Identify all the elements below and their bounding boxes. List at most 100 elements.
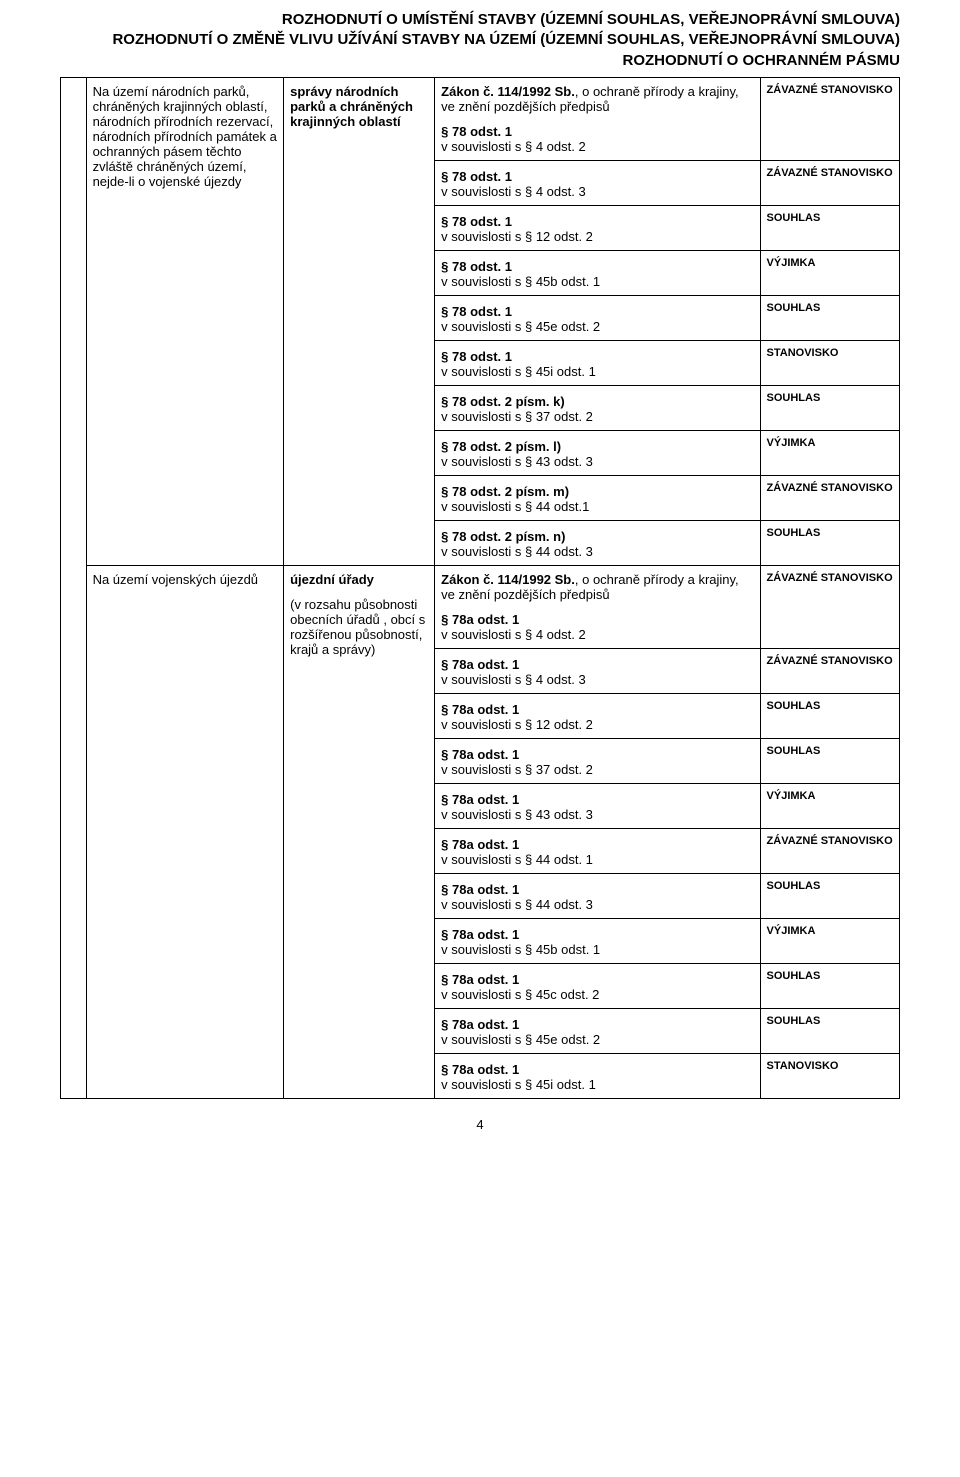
paragraph-cell: § 78a odst. 1v souvislosti s § 45b odst.… (435, 918, 760, 963)
page-footer: 4 (60, 1117, 900, 1132)
table-row: Na území vojenských újezdůújezdní úřady(… (61, 565, 900, 648)
authority-note: (v rozsahu působnosti obecních úřadů , o… (290, 597, 428, 657)
paragraph-primary: § 78a odst. 1 (441, 657, 753, 672)
paragraph-cell: § 78 odst. 1v souvislosti s § 45i odst. … (435, 340, 760, 385)
paragraph-cell: § 78 odst. 1v souvislosti s § 45e odst. … (435, 295, 760, 340)
paragraph-cell: § 78 odst. 2 písm. m)v souvislosti s § 4… (435, 475, 760, 520)
paragraph-primary: § 78 odst. 1 (441, 304, 753, 319)
page-header: ROZHODNUTÍ O UMÍSTĚNÍ STAVBY (ÚZEMNÍ SOU… (60, 10, 900, 71)
law-reference: Zákon č. 114/1992 Sb., o ochraně přírody… (441, 84, 753, 114)
paragraph-secondary: v souvislosti s § 43 odst. 3 (441, 807, 753, 822)
paragraph-secondary: v souvislosti s § 44 odst. 3 (441, 897, 753, 912)
paragraph-primary: § 78a odst. 1 (441, 927, 753, 942)
paragraph-secondary: v souvislosti s § 45i odst. 1 (441, 1077, 753, 1092)
paragraph-cell: § 78a odst. 1v souvislosti s § 43 odst. … (435, 783, 760, 828)
territory-cell: Na území národních parků, chráněných kra… (86, 77, 284, 565)
paragraph-cell: Zákon č. 114/1992 Sb., o ochraně přírody… (435, 77, 760, 160)
note-cell: ZÁVAZNÉ STANOVISKO (760, 565, 899, 648)
note-cell: SOUHLAS (760, 385, 899, 430)
note-cell: STANOVISKO (760, 340, 899, 385)
header-line-1: ROZHODNUTÍ O UMÍSTĚNÍ STAVBY (ÚZEMNÍ SOU… (60, 10, 900, 30)
paragraph-primary: § 78 odst. 1 (441, 349, 753, 364)
paragraph-cell: § 78 odst. 1v souvislosti s § 12 odst. 2 (435, 205, 760, 250)
paragraph-cell: § 78a odst. 1v souvislosti s § 45e odst.… (435, 1008, 760, 1053)
paragraph-primary: § 78 odst. 1 (441, 214, 753, 229)
law-title: Zákon č. 114/1992 Sb. (441, 572, 575, 587)
paragraph-cell: § 78 odst. 1v souvislosti s § 45b odst. … (435, 250, 760, 295)
note-cell: ZÁVAZNÉ STANOVISKO (760, 828, 899, 873)
paragraph-primary: § 78a odst. 1 (441, 612, 753, 627)
paragraph-cell: § 78a odst. 1v souvislosti s § 44 odst. … (435, 828, 760, 873)
paragraph-primary: § 78 odst. 2 písm. n) (441, 529, 753, 544)
paragraph-cell: § 78a odst. 1v souvislosti s § 45i odst.… (435, 1053, 760, 1098)
page: ROZHODNUTÍ O UMÍSTĚNÍ STAVBY (ÚZEMNÍ SOU… (0, 0, 960, 1162)
paragraph-secondary: v souvislosti s § 45b odst. 1 (441, 942, 753, 957)
paragraph-secondary: v souvislosti s § 45e odst. 2 (441, 1032, 753, 1047)
paragraph-secondary: v souvislosti s § 4 odst. 2 (441, 139, 753, 154)
note-cell: VÝJIMKA (760, 250, 899, 295)
paragraph-secondary: v souvislosti s § 4 odst. 2 (441, 627, 753, 642)
note-cell: VÝJIMKA (760, 783, 899, 828)
law-reference: Zákon č. 114/1992 Sb., o ochraně přírody… (441, 572, 753, 602)
note-cell: ZÁVAZNÉ STANOVISKO (760, 648, 899, 693)
paragraph-primary: § 78a odst. 1 (441, 702, 753, 717)
paragraph-cell: § 78a odst. 1v souvislosti s § 4 odst. 3 (435, 648, 760, 693)
paragraph-secondary: v souvislosti s § 44 odst.1 (441, 499, 753, 514)
note-cell: SOUHLAS (760, 738, 899, 783)
paragraph-cell: § 78 odst. 2 písm. l)v souvislosti s § 4… (435, 430, 760, 475)
paragraph-primary: § 78 odst. 2 písm. l) (441, 439, 753, 454)
paragraph-secondary: v souvislosti s § 37 odst. 2 (441, 409, 753, 424)
paragraph-primary: § 78 odst. 1 (441, 124, 753, 139)
note-cell: SOUHLAS (760, 963, 899, 1008)
paragraph-cell: § 78 odst. 1v souvislosti s § 4 odst. 3 (435, 160, 760, 205)
authority-text: správy národních parků a chráněných kraj… (290, 84, 413, 129)
paragraph-primary: § 78a odst. 1 (441, 972, 753, 987)
paragraph-secondary: v souvislosti s § 45i odst. 1 (441, 364, 753, 379)
page-number: 4 (476, 1117, 483, 1132)
paragraph-secondary: v souvislosti s § 12 odst. 2 (441, 229, 753, 244)
paragraph-secondary: v souvislosti s § 37 odst. 2 (441, 762, 753, 777)
paragraph-secondary: v souvislosti s § 44 odst. 3 (441, 544, 753, 559)
note-cell: STANOVISKO (760, 1053, 899, 1098)
paragraph-cell: § 78a odst. 1v souvislosti s § 44 odst. … (435, 873, 760, 918)
paragraph-secondary: v souvislosti s § 4 odst. 3 (441, 184, 753, 199)
main-table: Na území národních parků, chráněných kra… (60, 77, 900, 1099)
note-cell: VÝJIMKA (760, 430, 899, 475)
paragraph-cell: § 78a odst. 1v souvislosti s § 37 odst. … (435, 738, 760, 783)
note-cell: ZÁVAZNÉ STANOVISKO (760, 160, 899, 205)
authority-cell: správy národních parků a chráněných kraj… (284, 77, 435, 565)
paragraph-primary: § 78a odst. 1 (441, 747, 753, 762)
paragraph-cell: § 78a odst. 1v souvislosti s § 45c odst.… (435, 963, 760, 1008)
paragraph-secondary: v souvislosti s § 12 odst. 2 (441, 717, 753, 732)
left-spacer (61, 77, 87, 1098)
paragraph-primary: § 78a odst. 1 (441, 792, 753, 807)
law-title: Zákon č. 114/1992 Sb. (441, 84, 575, 99)
note-cell: SOUHLAS (760, 295, 899, 340)
paragraph-primary: § 78 odst. 2 písm. m) (441, 484, 753, 499)
paragraph-secondary: v souvislosti s § 44 odst. 1 (441, 852, 753, 867)
paragraph-secondary: v souvislosti s § 45e odst. 2 (441, 319, 753, 334)
territory-cell: Na území vojenských újezdů (86, 565, 284, 1098)
table-row: Na území národních parků, chráněných kra… (61, 77, 900, 160)
paragraph-cell: Zákon č. 114/1992 Sb., o ochraně přírody… (435, 565, 760, 648)
paragraph-primary: § 78 odst. 1 (441, 169, 753, 184)
header-line-2: ROZHODNUTÍ O ZMĚNĚ VLIVU UŽÍVÁNÍ STAVBY … (60, 30, 900, 50)
note-cell: SOUHLAS (760, 693, 899, 738)
paragraph-primary: § 78 odst. 2 písm. k) (441, 394, 753, 409)
paragraph-secondary: v souvislosti s § 4 odst. 3 (441, 672, 753, 687)
note-cell: ZÁVAZNÉ STANOVISKO (760, 77, 899, 160)
authority-cell: újezdní úřady (v rozsahu působnosti obecn… (284, 565, 435, 1098)
note-cell: ZÁVAZNÉ STANOVISKO (760, 475, 899, 520)
paragraph-primary: § 78a odst. 1 (441, 1062, 753, 1077)
note-cell: VÝJIMKA (760, 918, 899, 963)
note-cell: SOUHLAS (760, 205, 899, 250)
paragraph-primary: § 78a odst. 1 (441, 882, 753, 897)
paragraph-secondary: v souvislosti s § 45b odst. 1 (441, 274, 753, 289)
paragraph-cell: § 78a odst. 1v souvislosti s § 12 odst. … (435, 693, 760, 738)
authority-bold: újezdní úřady (290, 572, 428, 587)
paragraph-secondary: v souvislosti s § 43 odst. 3 (441, 454, 753, 469)
paragraph-cell: § 78 odst. 2 písm. k)v souvislosti s § 3… (435, 385, 760, 430)
paragraph-primary: § 78a odst. 1 (441, 837, 753, 852)
note-cell: SOUHLAS (760, 873, 899, 918)
paragraph-secondary: v souvislosti s § 45c odst. 2 (441, 987, 753, 1002)
